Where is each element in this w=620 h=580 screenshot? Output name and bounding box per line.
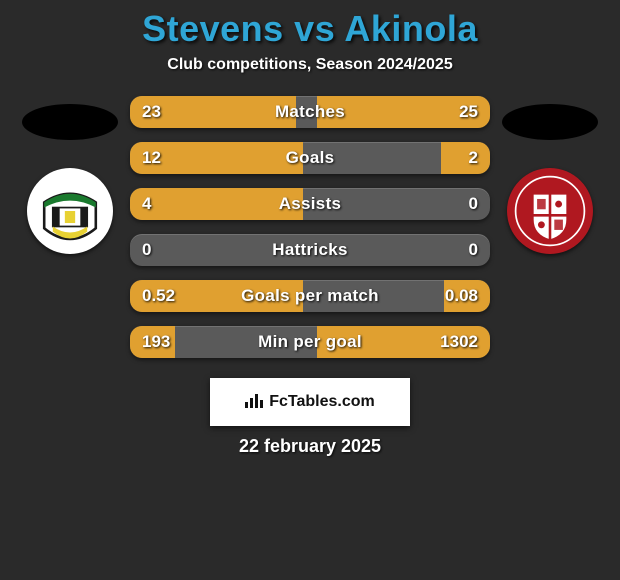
stat-value-left: 23 <box>142 96 161 128</box>
right-avatar-placeholder <box>502 104 598 140</box>
left-avatar-placeholder <box>22 104 118 140</box>
stat-row: Matches23 25 <box>130 96 490 128</box>
stat-value-left: 0.52 <box>142 280 175 312</box>
date-label: 22 february 2025 <box>0 436 620 457</box>
stat-value-left: 4 <box>142 188 151 220</box>
comparison-card: Stevens vs Akinola Club competitions, Se… <box>0 0 620 457</box>
stat-row: Goals per match0.52 0.08 <box>130 280 490 312</box>
stat-value-right: 0.08 <box>445 280 478 312</box>
stat-value-right: 1302 <box>440 326 478 358</box>
subtitle: Club competitions, Season 2024/2025 <box>0 56 620 74</box>
stat-value-left: 193 <box>142 326 170 358</box>
left-player-column <box>10 96 130 254</box>
stat-row: Assists4 0 <box>130 188 490 220</box>
left-club-crest <box>27 168 113 254</box>
stat-value-right: 2 <box>469 142 478 174</box>
stat-label: Assists <box>130 188 490 220</box>
stats-column: Matches2325Goals122Assists40Hattricks00G… <box>130 96 490 358</box>
right-player-column <box>490 96 610 254</box>
body-row: Matches2325Goals122Assists40Hattricks00G… <box>0 96 620 358</box>
stat-label: Min per goal <box>130 326 490 358</box>
stat-row: Goals12 2 <box>130 142 490 174</box>
right-club-crest <box>507 168 593 254</box>
stat-row: Min per goal193 1302 <box>130 326 490 358</box>
brand-text: FcTables.com <box>269 393 375 411</box>
stat-value-right: 25 <box>459 96 478 128</box>
stat-value-right: 0 <box>469 188 478 220</box>
chart-icon <box>245 392 265 413</box>
stat-value-right: 0 <box>469 234 478 266</box>
stat-value-left: 12 <box>142 142 161 174</box>
brand-card: FcTables.com <box>210 378 410 426</box>
brand-label: FcTables.com <box>245 392 375 413</box>
stat-row: Hattricks0 0 <box>130 234 490 266</box>
stat-value-left: 0 <box>142 234 151 266</box>
stat-label: Matches <box>130 96 490 128</box>
page-title: Stevens vs Akinola <box>0 8 620 50</box>
stat-label: Hattricks <box>130 234 490 266</box>
stat-label: Goals <box>130 142 490 174</box>
stat-label: Goals per match <box>130 280 490 312</box>
